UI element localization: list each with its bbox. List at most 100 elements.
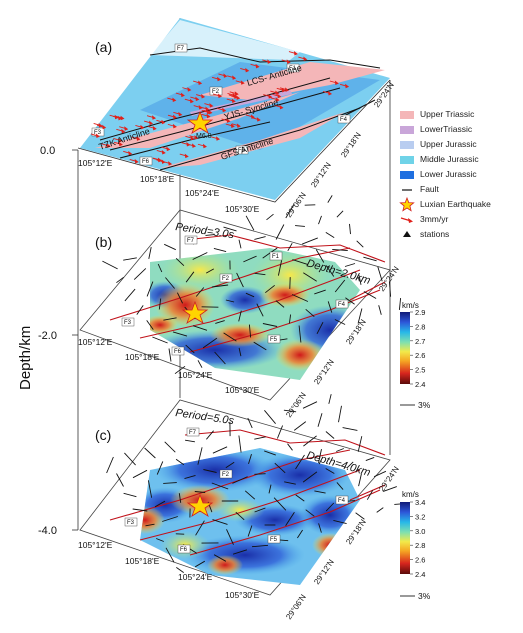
gps-arrowhead: [184, 153, 189, 159]
anisotropy-bar: [377, 266, 383, 282]
anisotropy-bar: [154, 500, 166, 508]
panel-c-colorbar-ticks: 3.4 3.2 3.0 2.8 2.6 2.4: [410, 498, 425, 579]
legend-label: LowerTriassic: [420, 124, 473, 134]
anisotropy-bar: [213, 247, 227, 253]
anisotropy-bar: [254, 473, 266, 475]
anisotropy-bar: [163, 317, 177, 321]
anisotropy-bar: [273, 497, 287, 511]
anisotropy-bar: [268, 484, 272, 494]
anisotropy-bar: [185, 439, 195, 443]
panel-c-anisotropy-bars: [106, 394, 406, 573]
gps-arrowhead: [206, 109, 211, 115]
panel-b: F7 F2 F3 F4 F5 F6 F1 (b) Period=3.0s Dep…: [79, 195, 402, 401]
anisotropy-bar: [383, 486, 397, 492]
gps-arrowhead: [102, 124, 107, 130]
gps-arrowhead: [209, 103, 214, 108]
svg-text:29°06'N: 29°06'N: [284, 593, 308, 622]
gps-arrowhead: [230, 123, 235, 129]
anisotropy-bar: [264, 450, 276, 456]
panel-c-colorbar-bar: [400, 502, 410, 574]
gps-arrowhead: [334, 80, 339, 85]
anisotropy-bar: [178, 493, 182, 503]
anisotropy-bar: [147, 480, 153, 498]
anisotropy-bar: [293, 421, 307, 431]
panel-a-triassic-lcs: [200, 62, 385, 100]
svg-text:29°18'N: 29°18'N: [339, 131, 363, 160]
anisotropy-bar: [275, 224, 285, 240]
anisotropy-bar: [365, 456, 375, 462]
anisotropy-bar: [325, 468, 335, 474]
legend-label: 3mm/yr: [420, 214, 449, 224]
svg-text:105°30'E: 105°30'E: [225, 590, 260, 600]
svg-text:F3: F3: [94, 130, 102, 136]
gps-arrowhead: [157, 157, 162, 163]
gps-arrowhead: [236, 123, 241, 128]
anisotropy-bar: [195, 287, 205, 297]
legend-label: Lower Jurassic: [420, 169, 477, 179]
anisotropy-bar: [232, 476, 248, 484]
gps-arrowhead: [202, 143, 207, 149]
colorbar-tick-label: 3.2: [415, 512, 425, 521]
anisotropy-bar: [332, 248, 348, 252]
anisotropy-bar: [328, 394, 332, 404]
anisotropy-bar: [243, 255, 257, 263]
anisotropy-bar: [223, 226, 237, 232]
anisotropy-bar: [254, 236, 266, 240]
anisotropy-bar: [305, 308, 315, 318]
gps-arrowhead: [236, 95, 241, 100]
anisotropy-bar: [318, 449, 322, 463]
anisotropy-bar: [194, 560, 206, 568]
anisotropy-bar: [212, 519, 228, 525]
svg-text:105°12'E: 105°12'E: [78, 337, 113, 347]
panel-a-lon-ticks: 105°12'E 105°18'E 105°24'E 105°30'E: [78, 158, 260, 214]
anisotropy-bar: [197, 360, 203, 368]
panel-b-anisotropy-bars: [102, 195, 402, 375]
anisotropy-bar: [248, 453, 252, 465]
depth-tick-2: -4.0: [38, 525, 57, 537]
panel-b-earthquake-star: [181, 300, 209, 324]
colorbar-tick-label: 2.6: [415, 351, 425, 360]
anisotropy-bar: [238, 347, 242, 357]
gps-arrowhead: [192, 143, 197, 148]
anisotropy-bar: [363, 256, 377, 262]
anisotropy-bar: [295, 454, 305, 470]
panel-b-colorbar-unit: km/s: [402, 301, 419, 310]
legend-label: Upper Jurassic: [420, 139, 477, 149]
gps-arrowhead: [128, 150, 133, 156]
gps-arrowhead: [161, 149, 166, 155]
gps-arrowhead: [201, 94, 206, 99]
anisotropy-bar: [202, 337, 218, 349]
anisotropy-bar: [106, 456, 114, 474]
anisotropy-bar: [238, 310, 242, 322]
gps-arrowhead: [172, 114, 177, 120]
panel-b-lon-ticks: 105°12'E 105°18'E 105°24'E 105°30'E: [78, 337, 260, 395]
anisotropy-bar: [285, 203, 295, 219]
anisotropy-bar: [317, 413, 323, 427]
anisotropy-bar: [244, 490, 256, 500]
svg-text:29°24'N: 29°24'N: [377, 265, 401, 294]
gps-arrowhead: [161, 119, 166, 125]
anisotropy-bar: [291, 294, 309, 302]
svg-text:29°18'N: 29°18'N: [344, 518, 368, 547]
gps-arrowhead: [303, 56, 308, 62]
gps-arrowhead: [118, 141, 123, 147]
panel-a-edge: [77, 79, 391, 203]
gps-arrowhead: [206, 113, 211, 119]
legend-swatch: [400, 156, 414, 164]
anisotropy-bar: [336, 210, 344, 218]
gps-arrowhead: [149, 120, 154, 126]
anisotropy-bar: [388, 281, 392, 297]
svg-text:F2: F2: [222, 472, 230, 478]
anisotropy-bar: [398, 298, 402, 310]
svg-text:F7: F7: [189, 430, 197, 436]
gps-arrowhead: [187, 87, 192, 92]
anisotropy-bar: [287, 242, 293, 252]
anisotropy-bar: [325, 431, 335, 439]
svg-text:F3: F3: [127, 520, 135, 526]
anisotropy-bar: [148, 247, 152, 259]
anisotropy-bar: [336, 482, 344, 490]
legend-triangle-icon: [403, 231, 411, 237]
svg-text:F3: F3: [124, 320, 132, 326]
gps-arrowhead: [124, 126, 129, 131]
